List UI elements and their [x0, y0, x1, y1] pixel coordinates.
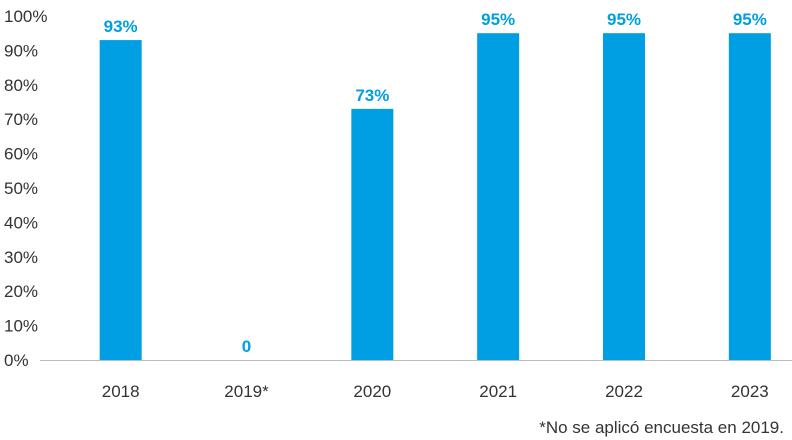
y-tick-label: 10% — [4, 317, 38, 336]
y-axis-ticks: 0% 10% 20% 30% 40% 50% 60% 70% 80% 90% 100% — [4, 7, 47, 370]
y-tick-label: 60% — [4, 145, 38, 164]
y-tick-label: 20% — [4, 282, 38, 301]
x-tick-label: 2018 — [102, 382, 140, 401]
y-tick-label: 0% — [4, 351, 29, 370]
x-tick-label: 2020 — [353, 382, 391, 401]
bars — [99, 33, 771, 361]
y-tick-label: 70% — [4, 110, 38, 129]
bar-2023 — [728, 33, 771, 360]
x-tick-label: 2019* — [224, 382, 269, 401]
bar-2020 — [351, 108, 394, 360]
x-axis-ticks: 2018 2019* 2020 2021 2022 2023 — [102, 382, 769, 401]
data-label-2020: 73% — [355, 86, 389, 105]
data-label-2022: 95% — [607, 10, 641, 29]
bar-2022 — [603, 33, 645, 360]
bar-2018 — [99, 40, 142, 361]
x-tick-label: 2022 — [605, 382, 643, 401]
x-tick-label: 2023 — [731, 382, 769, 401]
bar-2021 — [477, 33, 520, 360]
y-tick-label: 80% — [4, 76, 38, 95]
y-tick-label: 40% — [4, 213, 38, 232]
footnote: *No se aplicó encuesta en 2019. — [539, 418, 784, 437]
data-label-2023: 95% — [733, 10, 767, 29]
data-labels: 93% 0 73% 95% 95% 95% — [104, 10, 767, 356]
data-label-2021: 95% — [481, 10, 515, 29]
data-label-2018: 93% — [104, 17, 138, 36]
y-tick-label: 90% — [4, 41, 38, 60]
x-tick-label: 2021 — [479, 382, 517, 401]
y-tick-label: 50% — [4, 179, 38, 198]
y-tick-label: 30% — [4, 248, 38, 267]
data-label-2019: 0 — [242, 337, 251, 356]
y-tick-label: 100% — [4, 7, 47, 26]
